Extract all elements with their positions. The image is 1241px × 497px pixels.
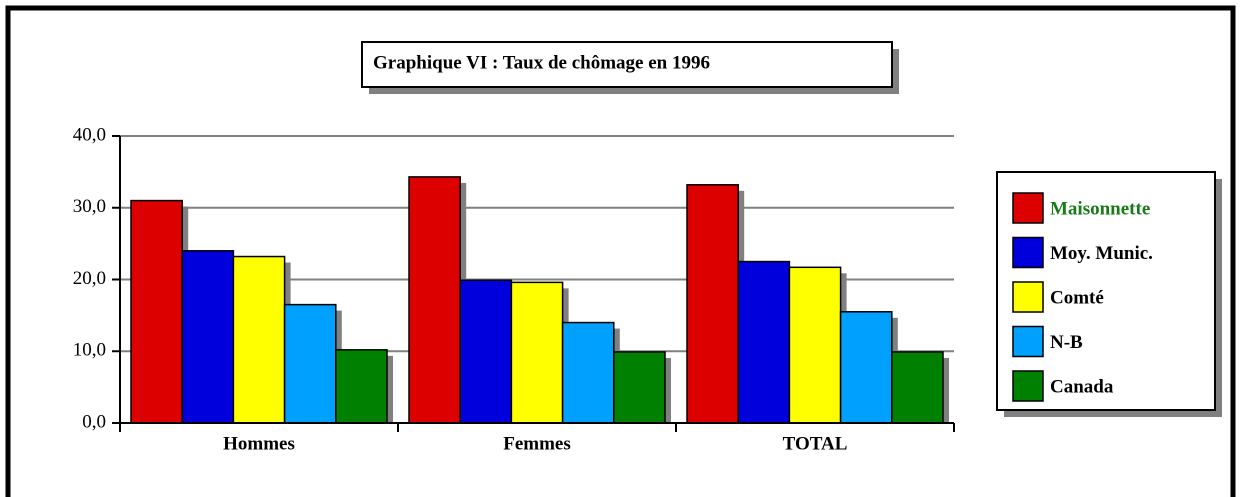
bar — [737, 260, 791, 424]
bar — [130, 199, 183, 424]
y-tick-label: 10,0 — [73, 340, 106, 361]
bar — [686, 184, 739, 424]
title-box — [361, 41, 893, 88]
legend-swatch — [1012, 370, 1044, 402]
bar — [232, 255, 286, 424]
bar — [891, 351, 944, 424]
bar — [181, 250, 235, 424]
legend-swatch — [1012, 325, 1044, 358]
legend-swatch — [1012, 192, 1044, 224]
bar — [510, 281, 564, 424]
bar — [459, 279, 513, 424]
bar — [788, 266, 842, 424]
chart-title: Graphique VI : Taux de chômage en 1996 — [373, 52, 710, 73]
bar — [561, 321, 615, 424]
bar — [283, 303, 337, 424]
legend-label: N-B — [1050, 332, 1083, 353]
legend-swatch — [1012, 236, 1044, 269]
y-tick-label: 20,0 — [73, 268, 106, 289]
legend-label: Moy. Munic. — [1050, 243, 1153, 264]
x-tick-label: Femmes — [503, 433, 571, 454]
y-tick-label: 30,0 — [73, 196, 106, 217]
legend-label: Comté — [1050, 287, 1104, 308]
legend-label: Canada — [1050, 376, 1114, 397]
x-tick-label: Hommes — [223, 433, 295, 454]
bar — [839, 311, 893, 424]
frame — [5, 5, 1236, 497]
x-tick-label: TOTAL — [783, 433, 848, 454]
legend-label: Maisonnette — [1050, 198, 1150, 219]
bar — [613, 351, 666, 424]
y-tick-label: 0,0 — [82, 411, 106, 432]
y-tick-label: 40,0 — [73, 124, 106, 145]
bar — [335, 349, 388, 424]
legend-swatch — [1012, 281, 1044, 313]
bar — [408, 176, 461, 424]
